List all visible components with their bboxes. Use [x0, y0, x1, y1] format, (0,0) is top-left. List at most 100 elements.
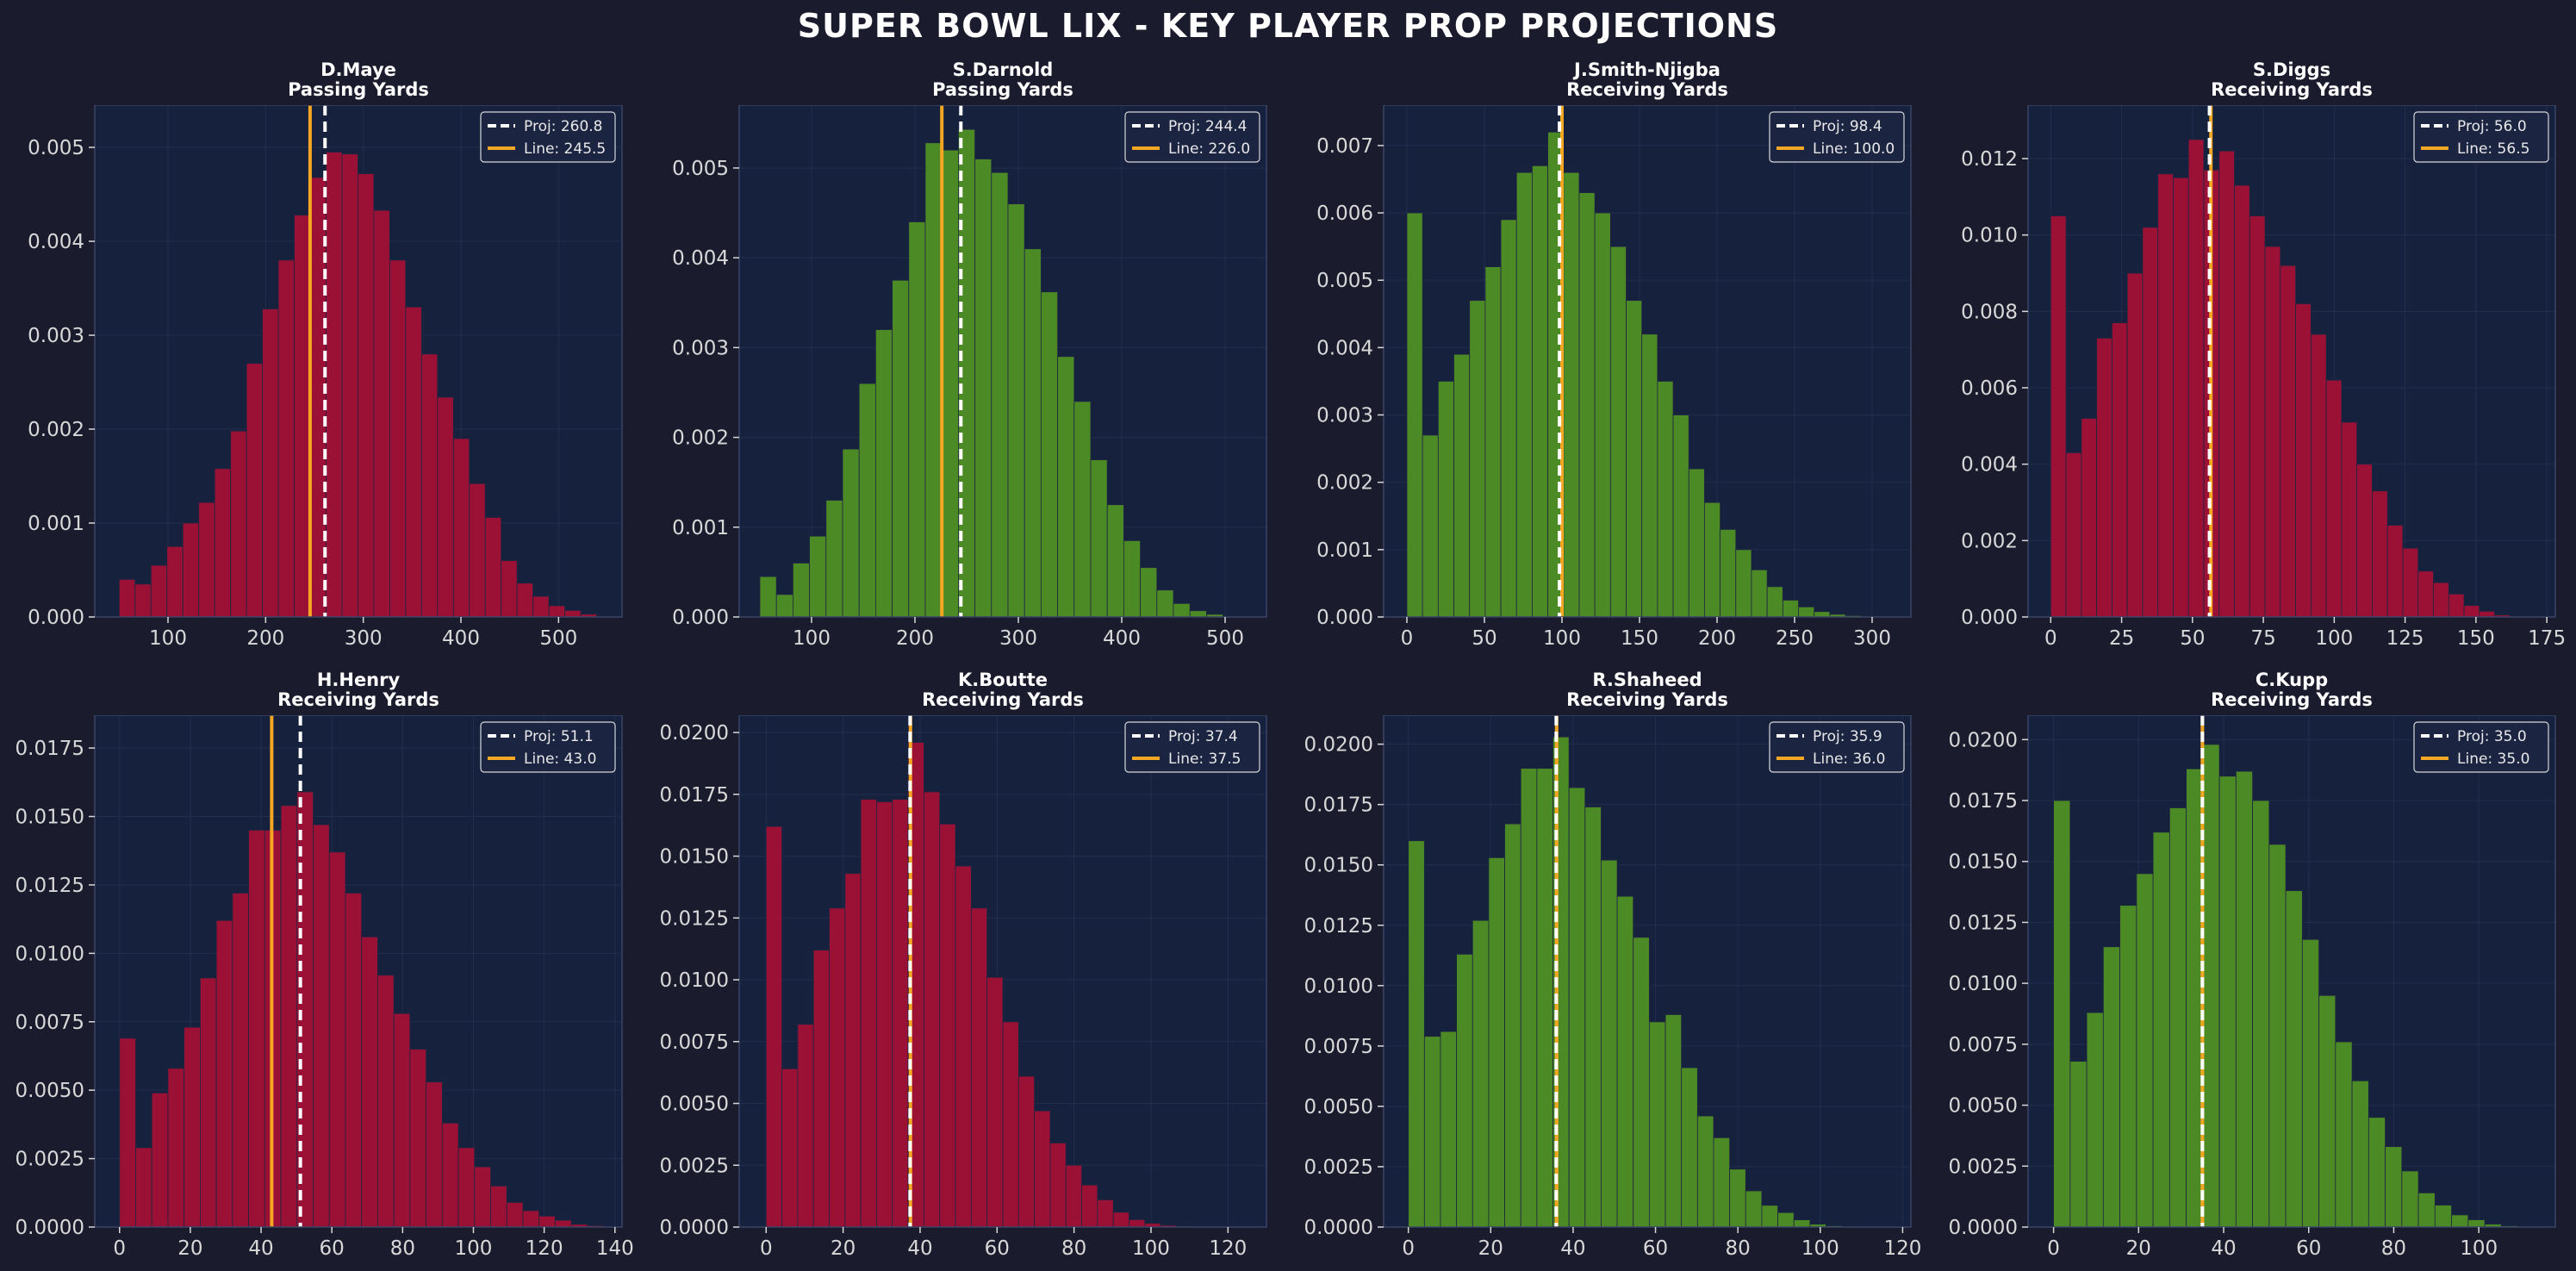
histogram-bar	[1568, 787, 1586, 1228]
histogram-bar	[1129, 1218, 1146, 1228]
histogram-bar	[1422, 434, 1439, 618]
histogram-bar	[1601, 859, 1618, 1228]
histogram-bar	[2086, 1012, 2104, 1228]
histogram-bar	[1469, 300, 1486, 618]
histogram-bar	[1594, 212, 1611, 618]
histogram-bar	[858, 383, 876, 618]
y-tick-label: 0.000	[672, 607, 729, 629]
histogram-bar	[2119, 905, 2137, 1228]
histogram-bar	[842, 448, 860, 618]
histogram-bar	[797, 1024, 814, 1228]
x-tick-label: 75	[2250, 627, 2275, 650]
axes-frame	[94, 715, 623, 1228]
legend: Proj: 56.0 Line: 56.5	[2413, 111, 2549, 163]
histogram-bar	[564, 609, 582, 618]
histogram-bar	[1713, 1137, 1731, 1228]
histogram-bar	[484, 517, 502, 618]
y-tick-label: 0.0125	[16, 875, 84, 897]
histogram-bar	[1729, 1168, 1746, 1228]
panel-title: R.Shaheed Receiving Yards	[1324, 670, 1970, 710]
histogram-bar	[516, 583, 534, 618]
histogram-bar	[2372, 490, 2388, 618]
legend: Proj: 244.4 Line: 226.0	[1124, 111, 1260, 163]
panel-title: J.Smith-Njigba Receiving Yards	[1324, 60, 1970, 100]
histogram-bar	[1007, 203, 1025, 618]
histogram-chart: 0.000 0.002 0.004 0.006 0.008 0.010 0.012 0 25 50…	[1961, 105, 2566, 650]
x-tick-label: 125	[2386, 627, 2424, 650]
histogram-bar	[1735, 549, 1752, 618]
histogram-bar	[924, 791, 941, 1228]
histogram-bar	[1648, 1021, 1666, 1228]
x-tick-label: 200	[1698, 627, 1736, 650]
histogram-bar	[441, 1122, 459, 1228]
stat-name: Receiving Yards	[1566, 689, 1728, 710]
histogram-bar	[2111, 322, 2128, 618]
plot-area: 0.000 0.001 0.002 0.003 0.004 0.005 0.006 0.007…	[1316, 105, 1912, 650]
legend-line-label: Line: 100.0	[1813, 140, 1895, 158]
histogram-bar	[2301, 938, 2319, 1228]
histogram-bar	[860, 799, 877, 1228]
histogram-bar	[506, 1202, 524, 1228]
axes-frame	[1383, 715, 1912, 1228]
histogram-bar	[2417, 1193, 2436, 1228]
x-tick-label: 60	[320, 1237, 345, 1260]
legend-proj-label: Proj: 35.0	[2457, 728, 2527, 745]
histogram-bar	[426, 1081, 443, 1228]
x-tick-label: 40	[248, 1237, 273, 1260]
histogram-bar	[548, 605, 565, 618]
player-name: K.Boutte	[958, 670, 1048, 690]
y-tick-label: 0.0025	[1304, 1156, 1373, 1179]
histogram-bar	[829, 907, 846, 1228]
histogram-bar	[2467, 1219, 2486, 1228]
histogram-bar	[135, 1147, 152, 1228]
histogram-bar	[166, 545, 184, 618]
histogram-bar	[1609, 246, 1627, 618]
histogram-bar	[1488, 857, 1505, 1228]
x-tick-label: 0	[2047, 1237, 2060, 1260]
histogram-bar	[230, 430, 247, 618]
y-tick-label: 0.0150	[660, 846, 729, 869]
x-tick-label: 40	[1560, 1237, 1585, 1260]
histogram-bar	[1520, 768, 1538, 1228]
histogram-bar	[420, 353, 439, 618]
y-tick-label: 0.000	[1316, 607, 1373, 629]
plot-area: 0.0000 0.0025 0.0050 0.0075 0.0100 0.0125 0.01…	[16, 715, 634, 1260]
histogram-bar	[1106, 504, 1124, 618]
legend-line-label: Line: 56.5	[2457, 140, 2529, 158]
histogram-bar	[2385, 1146, 2403, 1228]
histogram-bar	[1777, 1212, 1795, 1228]
y-tick-label: 0.0100	[1304, 975, 1373, 998]
y-tick-label: 0.002	[28, 419, 84, 441]
histogram-bar	[1766, 586, 1783, 618]
x-tick-label: 100	[2460, 1237, 2498, 1260]
y-tick-label: 0.004	[28, 231, 84, 253]
histogram-bar	[2218, 150, 2235, 618]
y-tick-label: 0.0200	[660, 722, 729, 745]
legend-proj-label: Proj: 260.8	[524, 118, 603, 135]
histogram-bar	[2218, 776, 2237, 1228]
y-tick-label: 0.0100	[1949, 973, 2018, 995]
histogram-bar	[812, 950, 830, 1228]
y-tick-label: 0.003	[672, 337, 729, 359]
histogram-bar	[2401, 1170, 2419, 1228]
axes-frame	[2027, 715, 2556, 1228]
histogram-bar	[781, 1068, 799, 1228]
y-tick-label: 0.004	[1961, 454, 2018, 477]
histogram-bar	[2202, 744, 2220, 1228]
x-tick-label: 150	[1621, 627, 1658, 650]
histogram-bar	[1040, 291, 1058, 618]
histogram-bar	[991, 171, 1009, 618]
histogram-bar	[313, 824, 330, 1228]
legend: Proj: 35.0 Line: 35.0	[2413, 721, 2549, 773]
histogram-bar	[1720, 528, 1737, 618]
histogram-bar	[1664, 1014, 1683, 1228]
player-name: S.Diggs	[2252, 59, 2331, 80]
x-tick-label: 300	[345, 627, 383, 650]
histogram-bar	[2386, 525, 2404, 618]
y-tick-label: 0.0175	[660, 784, 729, 807]
histogram-bar	[939, 823, 956, 1228]
x-tick-label: 20	[1478, 1237, 1503, 1260]
y-tick-label: 0.0125	[1304, 915, 1373, 938]
histogram-bar	[2126, 272, 2144, 618]
stat-name: Receiving Yards	[922, 689, 1084, 710]
